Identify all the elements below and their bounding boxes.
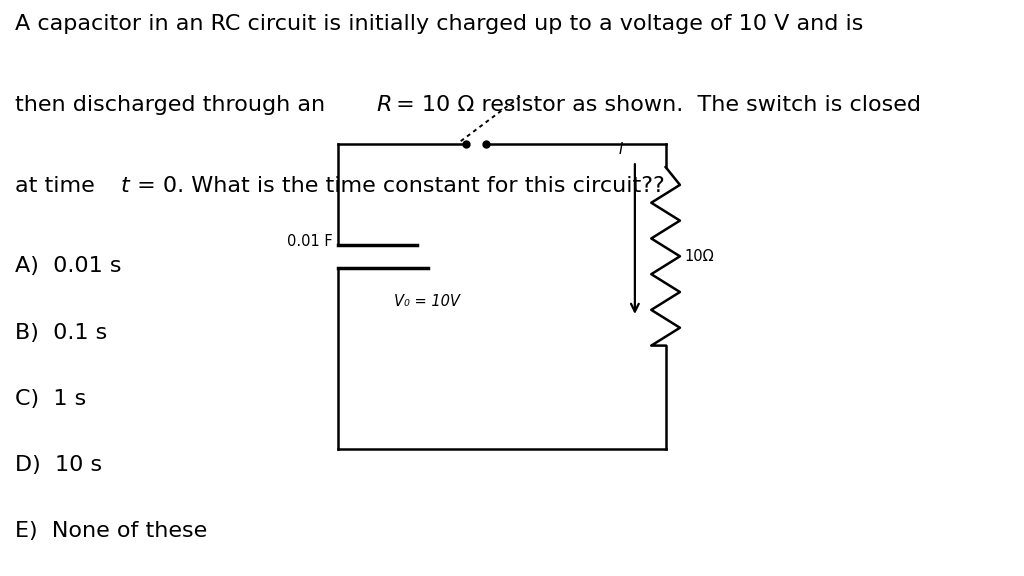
Text: D)  10 s: D) 10 s [15, 455, 102, 475]
Text: A capacitor in an RC circuit is initially charged up to a voltage of 10 V and is: A capacitor in an RC circuit is initiall… [15, 14, 863, 35]
Text: R: R [377, 95, 392, 115]
Text: 10Ω: 10Ω [684, 249, 714, 264]
Text: A)  0.01 s: A) 0.01 s [15, 256, 122, 276]
Text: at time: at time [15, 176, 102, 196]
Text: B)  0.1 s: B) 0.1 s [15, 323, 108, 343]
Text: = 10 Ω resistor as shown.  The switch is closed: = 10 Ω resistor as shown. The switch is … [389, 95, 922, 115]
Text: then discharged through an: then discharged through an [15, 95, 333, 115]
Text: 0.01 F: 0.01 F [287, 234, 333, 249]
Text: V₀ = 10V: V₀ = 10V [394, 294, 460, 309]
Text: = 0. What is the time constant for this circuit??: = 0. What is the time constant for this … [130, 176, 665, 196]
Text: C)  1 s: C) 1 s [15, 389, 87, 409]
Text: E)  None of these: E) None of these [15, 521, 208, 541]
Text: t: t [121, 176, 130, 196]
Text: I: I [618, 142, 623, 157]
